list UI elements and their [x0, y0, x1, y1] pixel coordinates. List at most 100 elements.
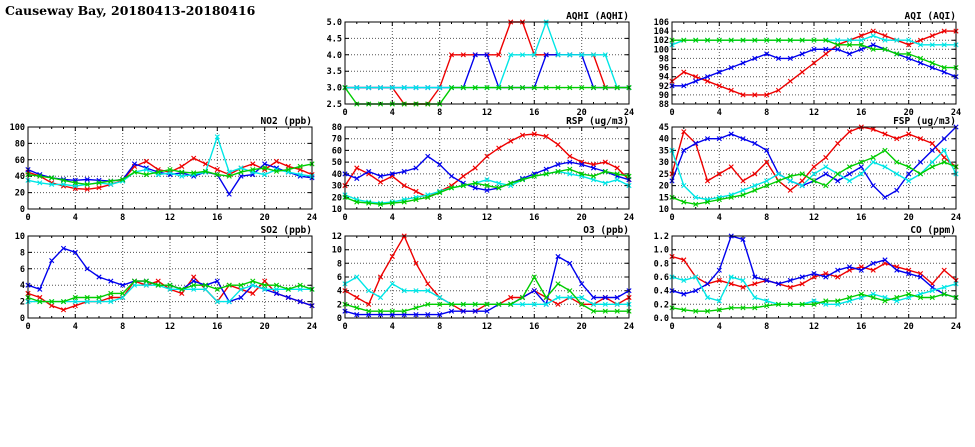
svg-text:0: 0 [342, 322, 347, 332]
svg-text:25: 25 [659, 170, 669, 180]
svg-text:10: 10 [659, 205, 669, 215]
svg-text:20: 20 [577, 108, 587, 118]
svg-text:8: 8 [337, 259, 342, 269]
svg-text:0.6: 0.6 [654, 273, 669, 283]
chart-co: 0.0 0.2 0.4 0.6 0.8 1.0 1.2 0 4 8 12 16 20 24 CO (ppm) [646, 224, 966, 332]
svg-text:20: 20 [904, 108, 914, 118]
svg-text:6: 6 [337, 273, 342, 283]
svg-text:4: 4 [20, 281, 25, 291]
svg-text:94: 94 [659, 73, 669, 83]
svg-text:8: 8 [764, 213, 769, 223]
svg-text:20: 20 [332, 193, 342, 203]
svg-text:0.2: 0.2 [654, 300, 669, 310]
svg-text:4: 4 [717, 108, 722, 118]
svg-text:8: 8 [120, 322, 125, 332]
svg-text:0: 0 [342, 108, 347, 118]
svg-text:4.5: 4.5 [327, 34, 342, 44]
svg-text:100: 100 [10, 123, 25, 133]
svg-text:92: 92 [659, 82, 669, 92]
chart-no2: 0 20 40 60 80 100 0 4 8 12 16 20 24 NO2 (ppb) [2, 115, 322, 223]
svg-text:0: 0 [669, 322, 674, 332]
svg-text:8: 8 [437, 322, 442, 332]
svg-text:1.2: 1.2 [654, 232, 669, 242]
svg-text:0.0: 0.0 [654, 314, 669, 324]
chart-aqi: 88 90 92 94 96 98 100 102 104 106 0 4 8 12 16 20 24 AQI (… [646, 10, 966, 118]
svg-text:5.0: 5.0 [327, 18, 342, 28]
svg-text:104: 104 [654, 27, 669, 37]
svg-text:100: 100 [654, 45, 669, 55]
chart-svg: 0 20 40 60 80 100 0 4 8 12 16 20 24 NO2 (ppb) [10, 116, 317, 223]
svg-text:80: 80 [15, 139, 25, 149]
svg-text:20: 20 [577, 322, 587, 332]
chart-o3: 0 2 4 6 8 10 12 0 4 8 12 16 20 24 O3 (ppb) [319, 224, 639, 332]
chart-svg: 0.0 0.2 0.4 0.6 0.8 1.0 1.2 0 4 8 12 16 20 24 CO (ppm) [654, 225, 961, 332]
svg-text:70: 70 [332, 135, 342, 145]
svg-text:0: 0 [25, 213, 30, 223]
svg-text:20: 20 [904, 213, 914, 223]
svg-text:0.8: 0.8 [654, 259, 669, 269]
svg-text:40: 40 [659, 135, 669, 145]
svg-text:88: 88 [659, 100, 669, 110]
page-title: Causeway Bay, 20180413-20180416 [5, 3, 256, 18]
svg-text:24: 24 [951, 108, 961, 118]
svg-text:80: 80 [332, 123, 342, 133]
svg-text:20: 20 [260, 213, 270, 223]
svg-text:2.5: 2.5 [327, 100, 342, 110]
svg-text:RSP (ug/m3): RSP (ug/m3) [566, 116, 629, 127]
svg-text:24: 24 [624, 322, 634, 332]
svg-text:30: 30 [332, 182, 342, 192]
svg-text:16: 16 [856, 108, 866, 118]
svg-text:AQI (AQI): AQI (AQI) [905, 11, 956, 22]
svg-text:10: 10 [332, 246, 342, 256]
svg-text:10: 10 [15, 232, 25, 242]
svg-text:16: 16 [529, 322, 539, 332]
svg-text:12: 12 [482, 108, 492, 118]
svg-text:8: 8 [20, 248, 25, 258]
svg-text:24: 24 [307, 322, 317, 332]
svg-text:3.0: 3.0 [327, 84, 342, 94]
svg-text:12: 12 [165, 213, 175, 223]
svg-text:8: 8 [120, 213, 125, 223]
svg-text:50: 50 [332, 158, 342, 168]
svg-text:AQHI (AQHI): AQHI (AQHI) [566, 11, 629, 22]
svg-text:2: 2 [337, 300, 342, 310]
svg-text:CO (ppm): CO (ppm) [910, 225, 956, 236]
svg-text:8: 8 [437, 213, 442, 223]
svg-text:106: 106 [654, 18, 669, 28]
svg-text:20: 20 [15, 189, 25, 199]
svg-text:90: 90 [659, 91, 669, 101]
svg-text:16: 16 [212, 213, 222, 223]
svg-text:16: 16 [529, 108, 539, 118]
svg-text:6: 6 [20, 265, 25, 275]
svg-text:10: 10 [332, 205, 342, 215]
svg-text:4: 4 [390, 213, 395, 223]
svg-text:15: 15 [659, 193, 669, 203]
svg-text:1.0: 1.0 [654, 246, 669, 256]
chart-fsp: 10 15 20 25 30 35 40 45 0 4 8 12 16 20 24 FSP (ug/m3) [646, 115, 966, 223]
svg-text:35: 35 [659, 146, 669, 156]
chart-aqhi: 2.5 3.0 3.5 4.0 4.5 5.0 0 4 8 12 16 20 24 AQHI (AQHI) [319, 10, 639, 118]
svg-text:20: 20 [659, 182, 669, 192]
svg-text:16: 16 [856, 213, 866, 223]
svg-text:4: 4 [390, 322, 395, 332]
svg-text:4.0: 4.0 [327, 51, 342, 61]
chart-rsp: 10 20 30 40 50 60 70 80 0 4 8 12 16 20 24 RSP (ug/m3) [319, 115, 639, 223]
svg-text:96: 96 [659, 64, 669, 74]
svg-text:24: 24 [951, 213, 961, 223]
svg-text:4: 4 [337, 287, 342, 297]
svg-text:16: 16 [212, 322, 222, 332]
svg-text:O3 (ppb): O3 (ppb) [583, 225, 629, 236]
svg-text:3.5: 3.5 [327, 67, 342, 77]
svg-text:12: 12 [165, 322, 175, 332]
svg-text:12: 12 [809, 213, 819, 223]
svg-text:20: 20 [260, 322, 270, 332]
svg-text:24: 24 [307, 213, 317, 223]
svg-text:24: 24 [624, 213, 634, 223]
svg-text:12: 12 [809, 322, 819, 332]
svg-text:4: 4 [73, 213, 78, 223]
